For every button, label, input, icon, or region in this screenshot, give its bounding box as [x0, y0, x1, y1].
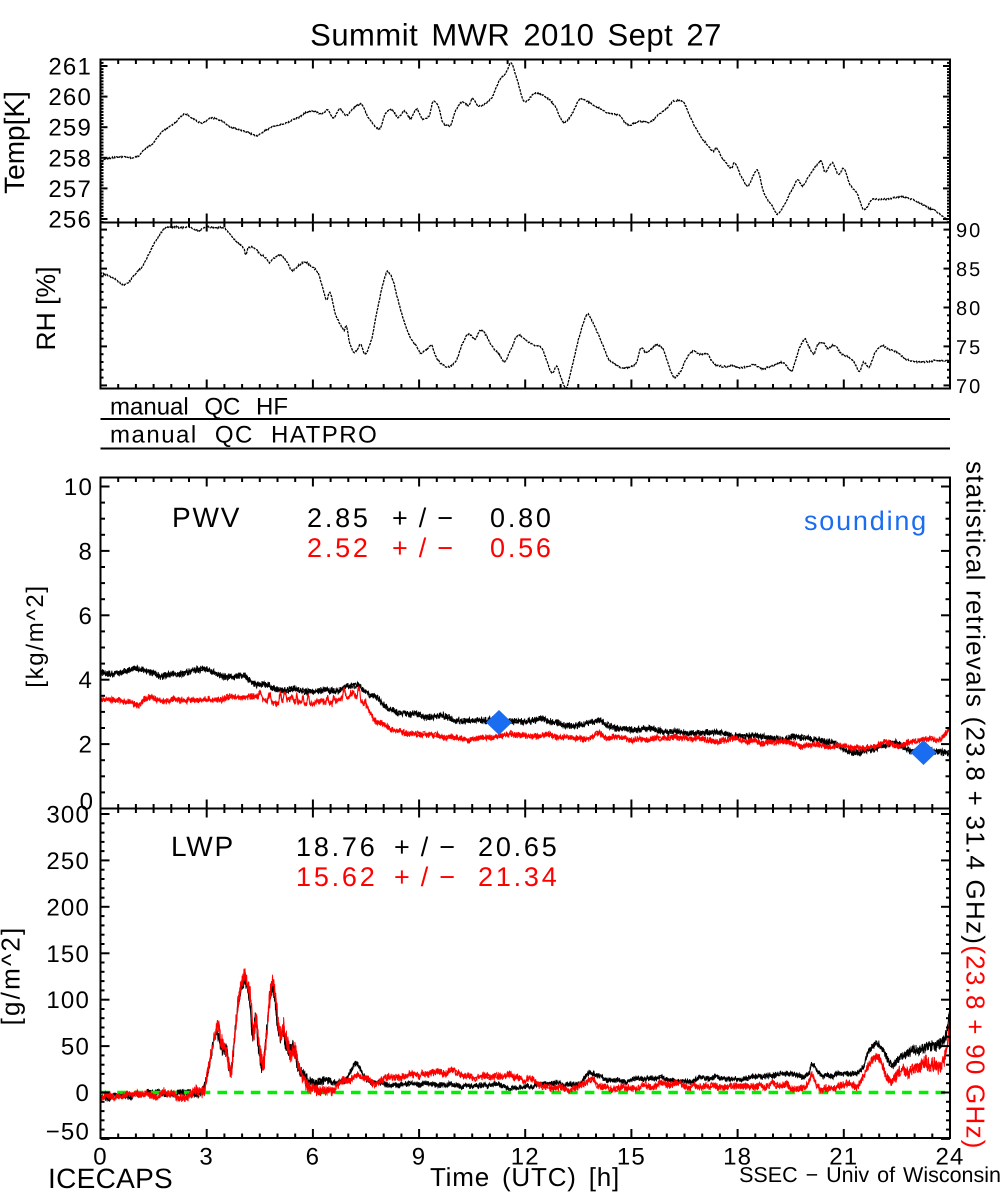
- svg-text:Summit MWR 2010 Sept 27: Summit MWR 2010 Sept 27: [310, 18, 722, 53]
- svg-text:sounding: sounding: [804, 506, 928, 536]
- svg-text:RH [%]: RH [%]: [31, 267, 61, 351]
- svg-text:manual QC HF: manual QC HF: [110, 394, 288, 421]
- svg-text:260: 260: [48, 84, 92, 111]
- svg-text:250: 250: [46, 848, 90, 875]
- svg-text:100: 100: [46, 987, 90, 1014]
- svg-text:261: 261: [48, 54, 92, 81]
- svg-text:21: 21: [829, 1144, 858, 1171]
- svg-text:[g/m^2]: [g/m^2]: [0, 926, 26, 1026]
- svg-text:256: 256: [48, 207, 92, 234]
- svg-text:2.85+/−0.80: 2.85 +/− 0.80: [307, 503, 554, 533]
- svg-text:−50: −50: [46, 1119, 90, 1146]
- svg-text:2.52+/−0.56: 2.52 +/− 0.56: [307, 533, 554, 563]
- svg-text:0: 0: [80, 789, 93, 816]
- svg-text:statistical retrievals (23.8 +: statistical retrievals (23.8 + 31.4 GHz)…: [961, 461, 991, 1150]
- svg-text:259: 259: [48, 115, 92, 142]
- svg-text:0: 0: [93, 1144, 108, 1171]
- svg-text:12: 12: [511, 1144, 540, 1171]
- svg-text:manual QC HATPRO: manual QC HATPRO: [110, 422, 378, 449]
- svg-text:6: 6: [78, 603, 93, 630]
- svg-text:[kg/m^2]: [kg/m^2]: [22, 584, 49, 688]
- svg-text:PWV: PWV: [172, 502, 241, 533]
- svg-text:70: 70: [956, 376, 982, 398]
- svg-text:3: 3: [199, 1144, 214, 1171]
- svg-text:LWP: LWP: [171, 831, 235, 862]
- svg-text:200: 200: [46, 894, 90, 921]
- svg-text:80: 80: [956, 298, 982, 320]
- svg-text:SSEC − Univ of Wisconsin: SSEC − Univ of Wisconsin: [739, 1163, 1000, 1187]
- svg-text:258: 258: [48, 145, 92, 172]
- svg-text:18.76+/−20.65: 18.76 +/− 20.65: [296, 832, 560, 862]
- svg-text:15: 15: [617, 1144, 646, 1171]
- svg-text:15.62+/−21.34: 15.62 +/− 21.34: [296, 862, 560, 892]
- svg-text:Time (UTC) [h]: Time (UTC) [h]: [430, 1162, 620, 1192]
- svg-text:6: 6: [306, 1144, 321, 1171]
- svg-text:2: 2: [78, 732, 93, 759]
- svg-text:90: 90: [956, 220, 982, 242]
- svg-text:8: 8: [78, 538, 93, 565]
- svg-text:ICECAPS: ICECAPS: [48, 1163, 173, 1194]
- svg-text:Temp[K]: Temp[K]: [0, 91, 30, 194]
- svg-text:85: 85: [956, 259, 982, 281]
- svg-text:9: 9: [412, 1144, 427, 1171]
- svg-text:75: 75: [956, 337, 982, 359]
- svg-text:10: 10: [64, 474, 93, 501]
- svg-text:150: 150: [46, 941, 90, 968]
- svg-text:300: 300: [46, 802, 90, 829]
- svg-text:24: 24: [935, 1144, 964, 1171]
- svg-text:50: 50: [61, 1034, 90, 1061]
- svg-text:257: 257: [48, 176, 92, 203]
- svg-text:0: 0: [75, 1080, 90, 1107]
- svg-text:18: 18: [723, 1144, 752, 1171]
- svg-text:4: 4: [78, 667, 93, 694]
